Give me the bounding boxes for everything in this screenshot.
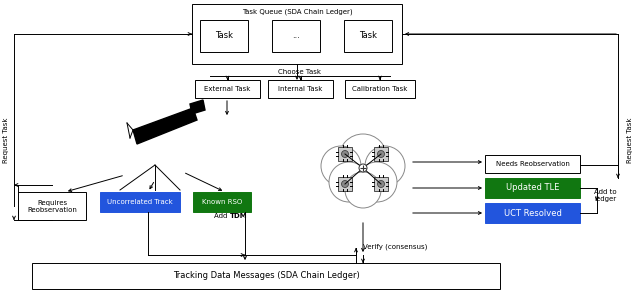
FancyBboxPatch shape (338, 147, 352, 161)
Text: Task: Task (215, 31, 233, 40)
Circle shape (329, 162, 369, 202)
FancyBboxPatch shape (272, 20, 320, 52)
FancyBboxPatch shape (195, 80, 260, 98)
FancyBboxPatch shape (192, 4, 402, 64)
Text: Internal Task: Internal Task (278, 86, 323, 92)
Circle shape (345, 172, 381, 208)
Circle shape (357, 162, 397, 202)
Circle shape (342, 150, 349, 158)
FancyBboxPatch shape (374, 147, 388, 161)
Text: TDM: TDM (230, 213, 248, 219)
Text: External Task: External Task (204, 86, 251, 92)
Text: Uncorrelated Track: Uncorrelated Track (107, 199, 173, 205)
Text: Task: Task (359, 31, 377, 40)
Text: Calibration Task: Calibration Task (352, 86, 408, 92)
Text: Tracking Data Messages (SDA Chain Ledger): Tracking Data Messages (SDA Chain Ledger… (173, 271, 360, 280)
Text: Needs Reobservation: Needs Reobservation (495, 161, 570, 167)
Text: Task Queue (SDA Chain Ledger): Task Queue (SDA Chain Ledger) (242, 9, 352, 15)
FancyBboxPatch shape (100, 192, 180, 212)
Circle shape (321, 146, 361, 186)
FancyBboxPatch shape (374, 177, 388, 191)
FancyBboxPatch shape (485, 203, 580, 223)
Text: Add: Add (214, 213, 230, 219)
FancyBboxPatch shape (345, 80, 415, 98)
FancyBboxPatch shape (338, 177, 352, 191)
Circle shape (365, 146, 405, 186)
Circle shape (339, 134, 387, 182)
Text: Requires
Reobservation: Requires Reobservation (27, 199, 77, 213)
Text: Request Task: Request Task (627, 117, 633, 163)
Text: Verify (consensus): Verify (consensus) (363, 244, 427, 250)
FancyBboxPatch shape (193, 192, 251, 212)
Text: Known RSO: Known RSO (202, 199, 242, 205)
Polygon shape (190, 100, 205, 114)
Text: Updated TLE: Updated TLE (506, 184, 559, 193)
Polygon shape (133, 108, 197, 144)
FancyBboxPatch shape (18, 192, 86, 220)
Text: UCT Resolved: UCT Resolved (504, 208, 561, 217)
Circle shape (342, 181, 349, 187)
FancyBboxPatch shape (32, 263, 500, 289)
Circle shape (378, 181, 385, 187)
FancyBboxPatch shape (485, 178, 580, 198)
Text: Add to
ledger: Add to ledger (594, 190, 616, 202)
Text: Choose Task: Choose Task (278, 69, 321, 75)
FancyBboxPatch shape (200, 20, 248, 52)
FancyBboxPatch shape (344, 20, 392, 52)
Text: Request Task: Request Task (3, 117, 9, 163)
Text: ...: ... (292, 31, 300, 40)
Circle shape (359, 164, 367, 172)
FancyBboxPatch shape (485, 155, 580, 173)
Circle shape (378, 150, 385, 158)
FancyBboxPatch shape (268, 80, 333, 98)
